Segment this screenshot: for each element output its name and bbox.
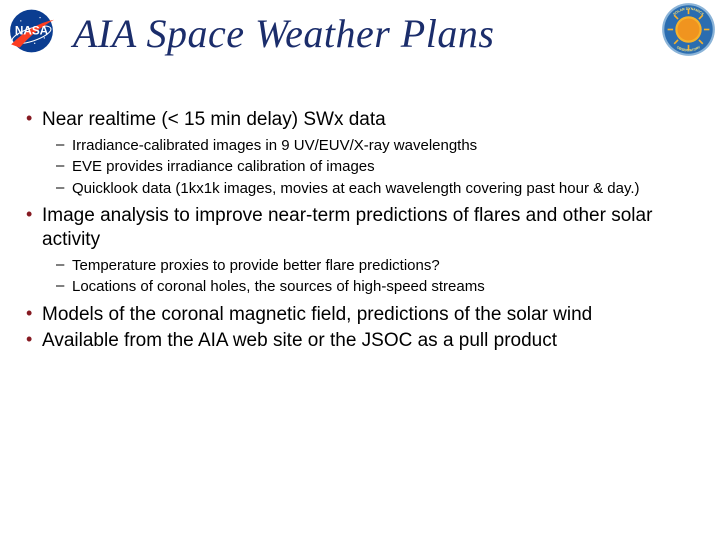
list-item: Near realtime (< 15 min delay) SWx data … — [22, 108, 698, 198]
bullet-text: Image analysis to improve near-term pred… — [42, 205, 652, 250]
bullet-text: Near realtime (< 15 min delay) SWx data — [42, 109, 386, 130]
sdo-logo-icon: SOLAR DYNAMICS OBSERVATORY — [661, 2, 716, 57]
sub-list: Temperature proxies to provide better fl… — [42, 256, 698, 297]
bullet-text: Available from the AIA web site or the J… — [42, 330, 557, 351]
sub-bullet-text: EVE provides irradiance calibration of i… — [72, 158, 375, 175]
sub-bullet-text: Locations of coronal holes, the sources … — [72, 278, 485, 295]
list-item: Models of the coronal magnetic field, pr… — [22, 303, 698, 327]
list-item: Quicklook data (1kx1k images, movies at … — [42, 179, 698, 199]
sub-bullet-text: Irradiance-calibrated images in 9 UV/EUV… — [72, 137, 477, 154]
slide-title: AIA Space Weather Plans — [73, 14, 494, 54]
nasa-logo-icon: NASA — [4, 8, 59, 54]
list-item: EVE provides irradiance calibration of i… — [42, 157, 698, 177]
svg-text:NASA: NASA — [15, 25, 49, 38]
sub-bullet-text: Quicklook data (1kx1k images, movies at … — [72, 180, 640, 197]
bullet-text: Models of the coronal magnetic field, pr… — [42, 304, 592, 325]
list-item: Available from the AIA web site or the J… — [22, 329, 698, 353]
slide-body: Near realtime (< 15 min delay) SWx data … — [0, 80, 720, 352]
list-item: Image analysis to improve near-term pred… — [22, 204, 698, 297]
slide-header: NASA AIA Space Weather Plans SOLAR DYNAM… — [0, 0, 720, 80]
list-item: Locations of coronal holes, the sources … — [42, 277, 698, 297]
list-item: Temperature proxies to provide better fl… — [42, 256, 698, 276]
list-item: Irradiance-calibrated images in 9 UV/EUV… — [42, 136, 698, 156]
sub-bullet-text: Temperature proxies to provide better fl… — [72, 257, 440, 274]
bullet-list: Near realtime (< 15 min delay) SWx data … — [22, 108, 698, 352]
sub-list: Irradiance-calibrated images in 9 UV/EUV… — [42, 136, 698, 199]
